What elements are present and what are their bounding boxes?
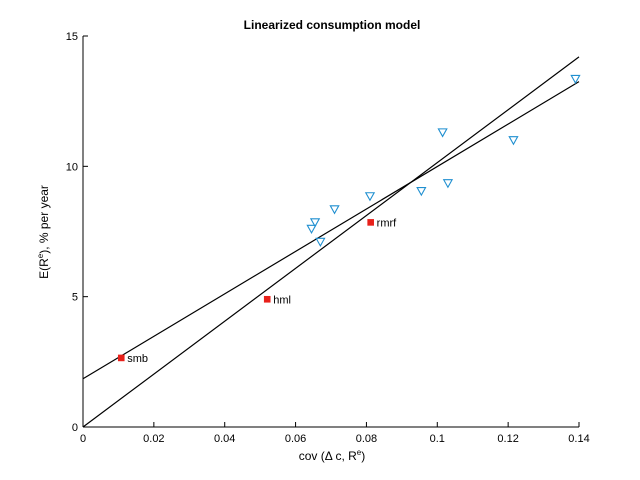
chart-title: Linearized consumption model [244, 18, 421, 32]
y-tick-label: 10 [66, 161, 78, 173]
y-tick-label: 0 [72, 422, 78, 434]
x-axis-label: cov (Δ c, Re) [299, 448, 365, 463]
data-point-triangle [309, 218, 321, 228]
fit-line [82, 56, 580, 428]
x-tick-label: 0.14 [568, 433, 589, 445]
y-axis-label-superscript: e [36, 253, 45, 258]
y-axis-label-main: E(R [37, 258, 51, 279]
data-point-triangle [416, 186, 427, 197]
point-label: smb [127, 353, 148, 365]
x-tick-label: 0 [80, 433, 86, 445]
y-axis-label: E(Re), % per year [36, 185, 51, 279]
point-label: hml [273, 294, 291, 306]
y-ticks: 0 5 10 15 [66, 31, 88, 434]
point-label: rmrf [377, 217, 397, 229]
data-point-triangle [437, 128, 448, 138]
markers: smb hml rmrf [117, 74, 581, 365]
x-tick-label: 0.12 [497, 433, 518, 445]
data-point-square [117, 354, 125, 362]
x-tick-label: 0.06 [285, 433, 306, 445]
y-axis-label-end: ), % per year [37, 185, 51, 254]
x-axis-label-superscript: e [357, 448, 362, 457]
x-tick-label: 0.1 [430, 433, 445, 445]
data-point-triangle [315, 237, 326, 248]
x-ticks: 0 0.02 0.04 0.06 0.08 0.1 0.12 0.14 [80, 422, 590, 445]
data-point-triangle [306, 224, 317, 235]
data-point-triangle [508, 136, 519, 146]
data-point-triangle [364, 192, 376, 202]
y-tick-label: 5 [72, 292, 78, 304]
data-point-triangle [329, 205, 340, 215]
x-axis-label-end: ) [361, 449, 365, 463]
data-point-triangle [442, 179, 454, 189]
data-point-triangle [570, 74, 581, 85]
x-axis-label-main: cov (Δ c, R [299, 449, 357, 463]
x-tick-label: 0.02 [143, 433, 164, 445]
fit-line [82, 81, 580, 380]
data-point-square [367, 219, 374, 226]
fit-lines [82, 56, 580, 428]
x-tick-label: 0.04 [214, 433, 235, 445]
x-tick-label: 0.08 [356, 433, 377, 445]
axes [82, 36, 579, 428]
data-point-square [263, 295, 271, 303]
y-tick-label: 15 [66, 31, 78, 43]
